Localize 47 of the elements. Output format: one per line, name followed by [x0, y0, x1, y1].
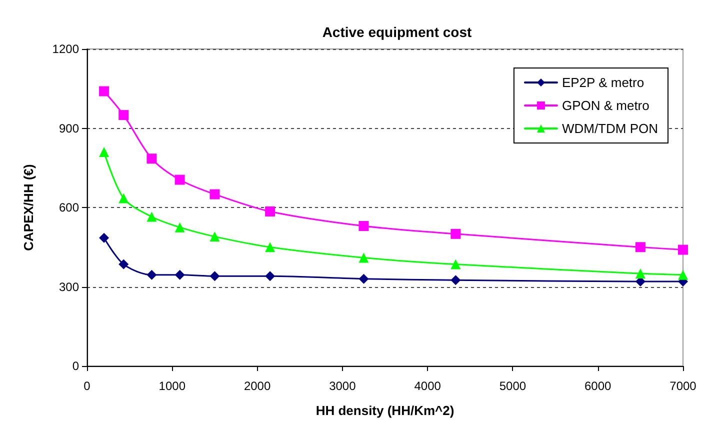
y-tick-label: 0 — [72, 359, 80, 373]
point — [210, 232, 220, 242]
point — [99, 86, 110, 96]
y-tick-label: 600 — [58, 200, 80, 214]
point — [146, 154, 157, 164]
point — [635, 242, 646, 252]
point — [450, 228, 461, 239]
point — [358, 220, 369, 231]
x-tick-label: 1000 — [158, 379, 186, 393]
point — [174, 270, 185, 280]
y-tick-label: 300 — [58, 280, 80, 294]
point — [210, 271, 220, 282]
legend-label: GPON & metro — [562, 98, 650, 113]
point — [265, 242, 276, 252]
legend-label: EP2P & metro — [562, 75, 644, 90]
x-tick-label: 0 — [84, 379, 91, 393]
y-tick-label: 900 — [58, 121, 80, 136]
point — [118, 259, 129, 270]
point — [99, 232, 110, 243]
x-axis-title: HH density (HH/Km^2) — [316, 403, 454, 418]
point — [358, 274, 369, 284]
point — [678, 270, 688, 280]
point — [146, 212, 157, 222]
point — [210, 189, 220, 200]
point — [118, 193, 129, 204]
x-tick-label: 2000 — [244, 379, 271, 393]
point — [265, 271, 276, 282]
y-axis-title: CAPEX/HH (€) — [21, 164, 36, 251]
x-tick-label: 7000 — [670, 379, 697, 393]
chart-title: Active equipment cost — [322, 24, 472, 40]
x-tick-label: 5000 — [499, 379, 526, 393]
point — [174, 222, 185, 232]
x-tick-label: 4000 — [414, 379, 442, 393]
x-tick-label: 6000 — [584, 379, 612, 393]
point — [265, 206, 276, 216]
point — [99, 147, 110, 158]
point — [118, 110, 129, 120]
point — [174, 174, 185, 185]
point — [635, 268, 646, 279]
point — [358, 252, 369, 263]
point — [146, 270, 157, 280]
y-tick-label: 1200 — [52, 42, 80, 56]
x-tick-label: 3000 — [329, 379, 356, 393]
legend-label: WDM/TDM PON — [562, 121, 658, 136]
point — [450, 259, 461, 270]
point — [450, 275, 461, 286]
point — [678, 244, 688, 255]
